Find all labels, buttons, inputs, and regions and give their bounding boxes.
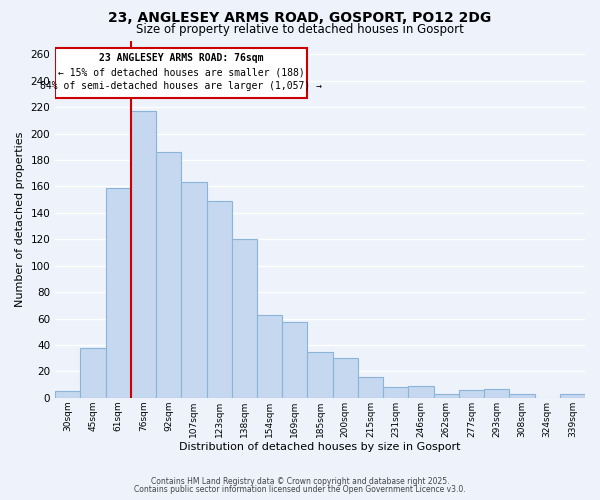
Text: Size of property relative to detached houses in Gosport: Size of property relative to detached ho… bbox=[136, 22, 464, 36]
Text: Contains HM Land Registry data © Crown copyright and database right 2025.: Contains HM Land Registry data © Crown c… bbox=[151, 477, 449, 486]
Bar bbox=[282, 322, 307, 398]
Bar bbox=[358, 376, 383, 398]
Bar bbox=[332, 358, 358, 398]
Text: ← 15% of detached houses are smaller (188): ← 15% of detached houses are smaller (18… bbox=[58, 68, 305, 78]
Text: 84% of semi-detached houses are larger (1,057) →: 84% of semi-detached houses are larger (… bbox=[40, 80, 322, 90]
Text: 23 ANGLESEY ARMS ROAD: 76sqm: 23 ANGLESEY ARMS ROAD: 76sqm bbox=[99, 53, 263, 63]
Bar bbox=[560, 394, 585, 398]
Bar bbox=[80, 348, 106, 398]
Bar bbox=[434, 394, 459, 398]
Bar bbox=[307, 352, 332, 398]
Bar bbox=[383, 387, 409, 398]
Bar bbox=[181, 182, 206, 398]
Bar bbox=[409, 386, 434, 398]
Bar bbox=[131, 111, 156, 398]
X-axis label: Distribution of detached houses by size in Gosport: Distribution of detached houses by size … bbox=[179, 442, 461, 452]
Bar bbox=[156, 152, 181, 398]
FancyBboxPatch shape bbox=[55, 48, 307, 98]
Bar bbox=[509, 394, 535, 398]
Bar bbox=[257, 314, 282, 398]
Bar bbox=[106, 188, 131, 398]
Text: Contains public sector information licensed under the Open Government Licence v3: Contains public sector information licen… bbox=[134, 485, 466, 494]
Bar bbox=[206, 201, 232, 398]
Bar bbox=[232, 239, 257, 398]
Y-axis label: Number of detached properties: Number of detached properties bbox=[15, 132, 25, 307]
Bar bbox=[459, 390, 484, 398]
Bar bbox=[55, 391, 80, 398]
Bar bbox=[484, 388, 509, 398]
Text: 23, ANGLESEY ARMS ROAD, GOSPORT, PO12 2DG: 23, ANGLESEY ARMS ROAD, GOSPORT, PO12 2D… bbox=[109, 11, 491, 25]
